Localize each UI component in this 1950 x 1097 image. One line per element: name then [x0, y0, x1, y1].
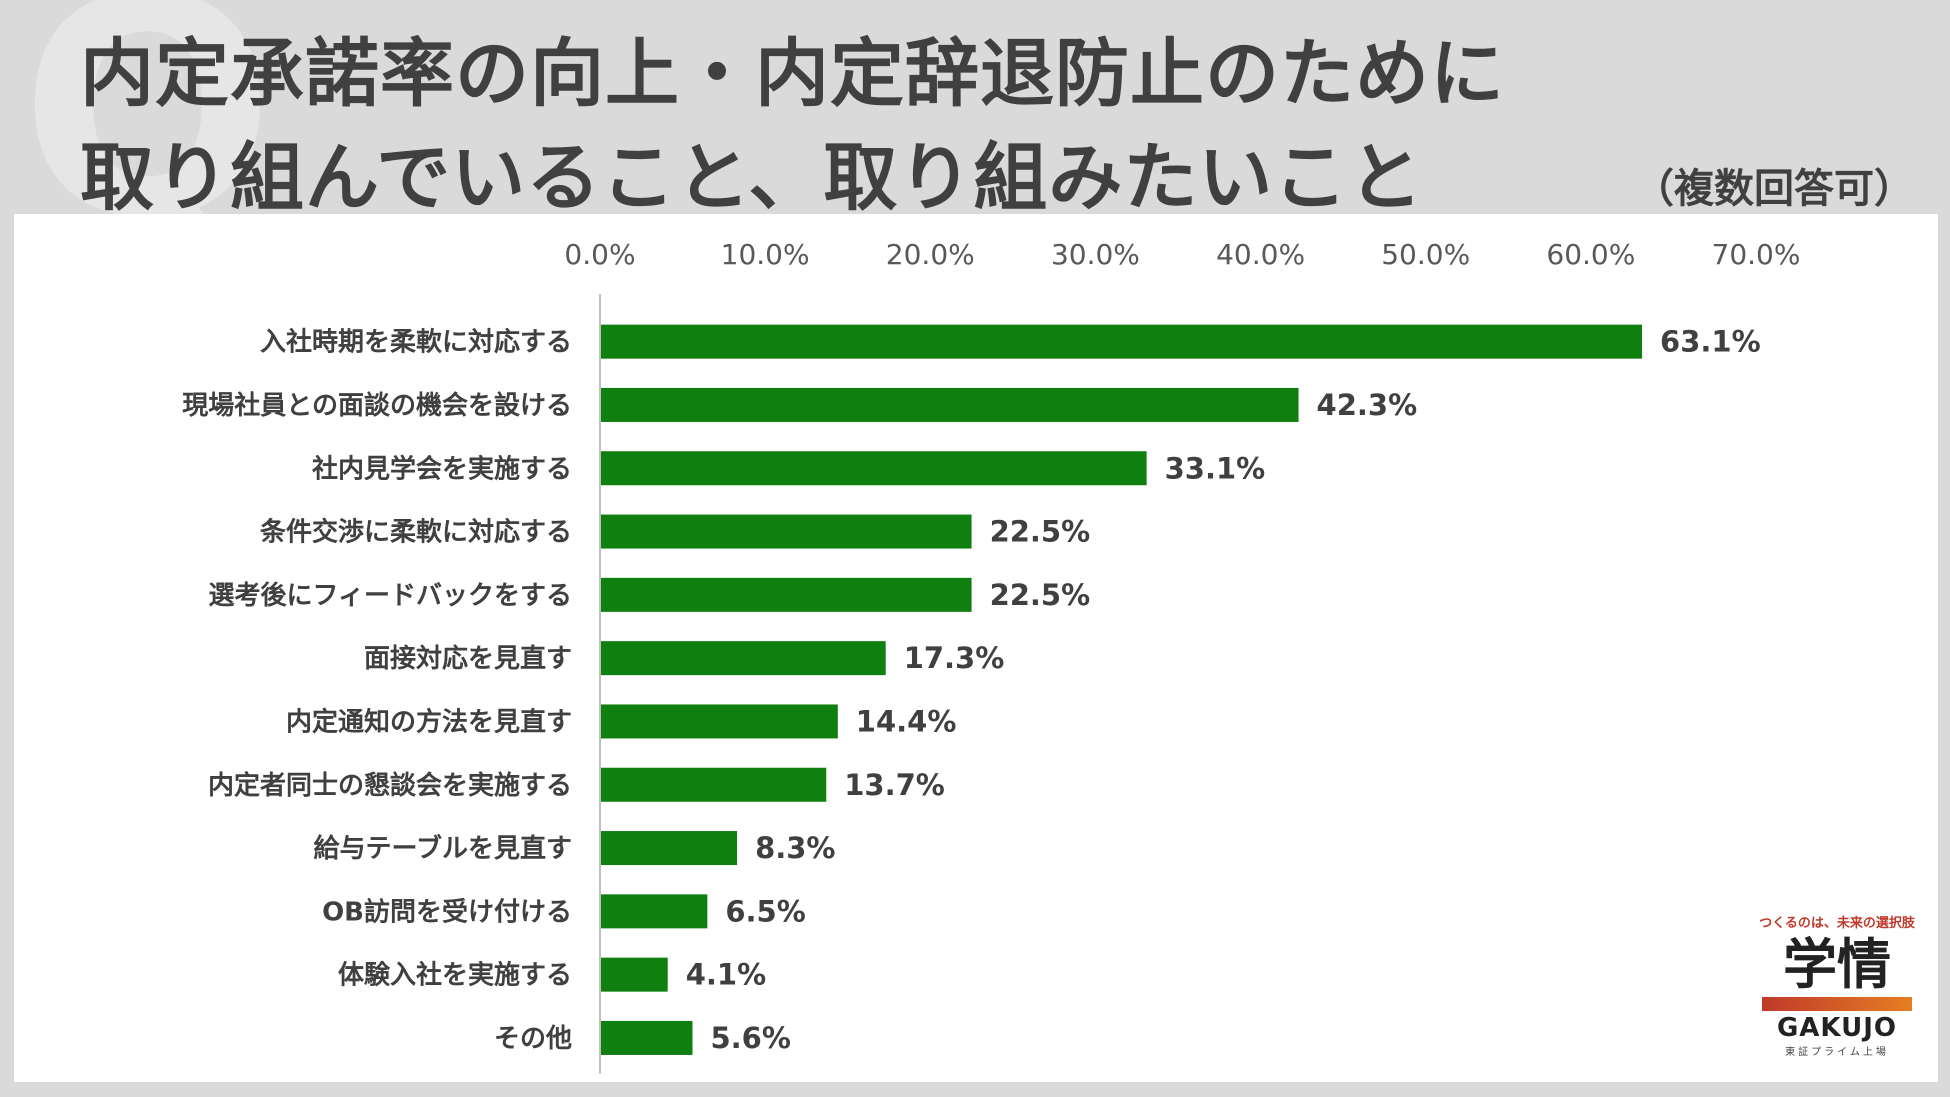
data-label: 22.5%	[990, 578, 1091, 612]
bar	[601, 641, 886, 676]
title-line-2: 取り組んでいること、取り組みたいこと	[80, 135, 1424, 221]
logo-bar	[1762, 997, 1912, 1011]
category-label: 給与テーブルを見直す	[314, 833, 572, 864]
data-label: 42.3%	[1317, 388, 1418, 422]
bar	[601, 451, 1147, 486]
category-label: 条件交渉に柔軟に対応する	[260, 517, 572, 548]
logo-name-en: GAKUJO	[1776, 1013, 1898, 1043]
bar	[601, 894, 708, 929]
logo-kanji: 学情	[1783, 933, 1891, 996]
bar	[601, 577, 972, 612]
data-label: 13.7%	[844, 768, 945, 802]
bar	[601, 767, 827, 802]
category-label: 選考後にフィードバックをする	[209, 580, 572, 611]
bar	[601, 514, 972, 549]
category-label: 入社時期を柔軟に対応する	[260, 327, 572, 358]
x-tick-label: 50.0%	[1381, 238, 1470, 271]
page-title: 内定承諾率の向上・内定辞退防止のために 取り組んでいること、取り組みたいこと	[80, 22, 1505, 230]
data-label: 33.1%	[1165, 451, 1266, 485]
bar	[601, 831, 738, 866]
bar	[601, 957, 668, 992]
data-label: 17.3%	[904, 641, 1005, 675]
bar	[601, 704, 838, 739]
data-label: 63.1%	[1660, 325, 1761, 359]
logo-listing: 東証プライム上場	[1785, 1047, 1889, 1058]
logo-tagline: つくるのは、未来の選択肢	[1759, 916, 1915, 931]
bar	[601, 324, 1643, 359]
chart-panel: 0.0% 10.0% 20.0% 30.0% 40.0% 50.0% 60.0% 70.0% 入…	[14, 214, 1938, 1082]
category-label: 内定通知の方法を見直す	[286, 706, 572, 737]
data-label: 6.5%	[725, 894, 805, 928]
x-tick-label: 20.0%	[886, 238, 975, 271]
category-label: 社内見学会を実施する	[312, 453, 572, 484]
category-label: 面接対応を見直す	[364, 643, 572, 674]
title-line-1: 内定承諾率の向上・内定辞退防止のために	[80, 31, 1505, 117]
data-label: 14.4%	[856, 704, 957, 738]
category-label: その他	[494, 1024, 572, 1054]
multiple-answer-note: （複数回答可）	[1634, 166, 1914, 212]
category-label: 体験入社を実施する	[338, 960, 572, 991]
gakujo-logo: つくるのは、未来の選択肢 学情 GAKUJO 東証プライム上場	[1752, 912, 1922, 1062]
x-tick-label: 60.0%	[1546, 238, 1635, 271]
x-tick-label: 0.0%	[564, 238, 635, 271]
x-tick-label: 70.0%	[1712, 238, 1801, 271]
category-label: 現場社員との面談の機会を設ける	[182, 390, 572, 421]
bar-chart: 0.0% 10.0% 20.0% 30.0% 40.0% 50.0% 60.0% 70.0% 入…	[182, 238, 1801, 1074]
data-label: 4.1%	[686, 958, 766, 992]
x-tick-label: 30.0%	[1051, 238, 1140, 271]
data-label: 8.3%	[755, 831, 835, 865]
data-label: 22.5%	[990, 515, 1091, 549]
category-label: 内定者同士の懇談会を実施する	[208, 770, 572, 801]
x-tick-label: 40.0%	[1216, 238, 1305, 271]
category-label: OB訪問を受け付ける	[322, 896, 572, 927]
bar	[601, 1020, 693, 1055]
x-tick-label: 10.0%	[721, 238, 810, 271]
bar	[601, 387, 1299, 422]
data-label: 5.6%	[710, 1021, 790, 1055]
